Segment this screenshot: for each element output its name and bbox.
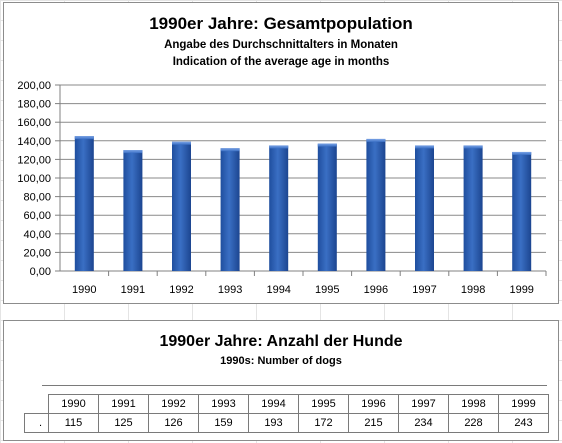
bar-cap: [269, 145, 289, 149]
bar-cap: [123, 150, 143, 154]
year-cell: 1997: [398, 394, 449, 414]
y-tick-label: 180,00: [17, 99, 51, 111]
x-tick-label: 1993: [218, 284, 242, 296]
count-cell: 243: [498, 413, 549, 433]
year-cell: 1998: [448, 394, 499, 414]
year-cell: 1994: [248, 394, 299, 414]
table-top-rule: [42, 385, 547, 386]
bar-chart-plot: 0,00 20,00 40,00 60,00 80,00 100,00 120,00 140,…: [17, 80, 547, 296]
bar: [123, 150, 143, 271]
bar: [512, 151, 532, 271]
y-tick-label: 140,00: [17, 136, 51, 148]
y-tick-label: 120,00: [17, 154, 51, 166]
bar-cap: [463, 145, 483, 149]
bar: [220, 148, 240, 271]
bar-cap: [317, 143, 337, 147]
bar: [172, 141, 191, 271]
bar: [74, 136, 94, 271]
y-tick-label: 100,00: [17, 173, 51, 185]
chart-title: 1990er Jahre: Gesamtpopulation: [149, 14, 413, 33]
header-spacer: [25, 395, 49, 414]
year-cell: 1996: [348, 394, 399, 414]
count-cell: 228: [448, 413, 499, 433]
count-cell: 193: [248, 413, 299, 433]
chart-subtitle-german: Angabe des Durchschnittalters in Monaten: [164, 39, 398, 51]
x-tick-label: 1998: [461, 284, 485, 296]
dog-count-row: . 115 125 126 159 193 172 215 234 228 24…: [24, 413, 549, 433]
count-cell: 115: [48, 413, 99, 433]
x-tick-label: 1999: [509, 284, 533, 296]
x-tick-label: 1997: [412, 284, 436, 296]
x-tick-label: 1995: [315, 284, 339, 296]
y-tick-label: 160,00: [17, 117, 51, 129]
bar-cap: [366, 138, 386, 142]
bar: [366, 138, 386, 271]
count-cell: 125: [98, 413, 149, 433]
y-tick-label: 60,00: [23, 210, 51, 222]
chart-panel[interactable]: 1990er Jahre: Gesamtpopulation Angabe de…: [3, 2, 559, 304]
bar-cap: [74, 136, 94, 140]
year-cell: 1992: [148, 394, 199, 414]
x-tick-label: 1994: [266, 284, 290, 296]
year-cell: 1999: [498, 394, 549, 414]
bar: [317, 143, 337, 271]
bar: [463, 145, 483, 271]
bar-cap: [415, 145, 434, 149]
y-tick-label: 40,00: [23, 229, 51, 241]
x-tick-label: 1992: [169, 284, 193, 296]
count-cell: 234: [398, 413, 449, 433]
bar-cap: [512, 151, 532, 155]
dogs-table-title: 1990er Jahre: Anzahl der Hunde: [159, 333, 403, 350]
count-cell: 172: [298, 413, 349, 433]
year-header-row: 1990 1991 1992 1993 1994 1995 1996 1997 …: [25, 394, 549, 414]
x-tick-label: 1990: [72, 284, 96, 296]
bar: [269, 145, 289, 271]
bar-cap: [172, 141, 191, 145]
year-cell: 1993: [198, 394, 249, 414]
count-cell: 126: [148, 413, 199, 433]
year-cell: 1990: [48, 394, 99, 414]
y-tick-label: 0,00: [30, 266, 51, 278]
y-tick-label: 80,00: [23, 192, 51, 204]
year-cell: 1995: [298, 394, 349, 414]
y-tick-label: 200,00: [17, 80, 51, 92]
x-tick-label: 1991: [121, 284, 145, 296]
count-cell: 159: [198, 413, 249, 433]
year-cell: 1991: [98, 394, 149, 414]
bar-cap: [220, 148, 240, 152]
y-tick-label: 20,00: [23, 247, 51, 259]
dogs-table-panel[interactable]: 1990er Jahre: Anzahl der Hunde 1990s: Nu…: [3, 320, 559, 441]
bar: [415, 145, 434, 271]
x-tick-label: 1996: [364, 284, 388, 296]
count-cell: 215: [348, 413, 399, 433]
chart-subtitle-english: Indication of the average age in months: [172, 56, 390, 68]
row-label: .: [24, 413, 49, 433]
dogs-table-subtitle: 1990s: Number of dogs: [220, 355, 342, 367]
dogs-count-table: 1990 1991 1992 1993 1994 1995 1996 1997 …: [24, 394, 549, 433]
